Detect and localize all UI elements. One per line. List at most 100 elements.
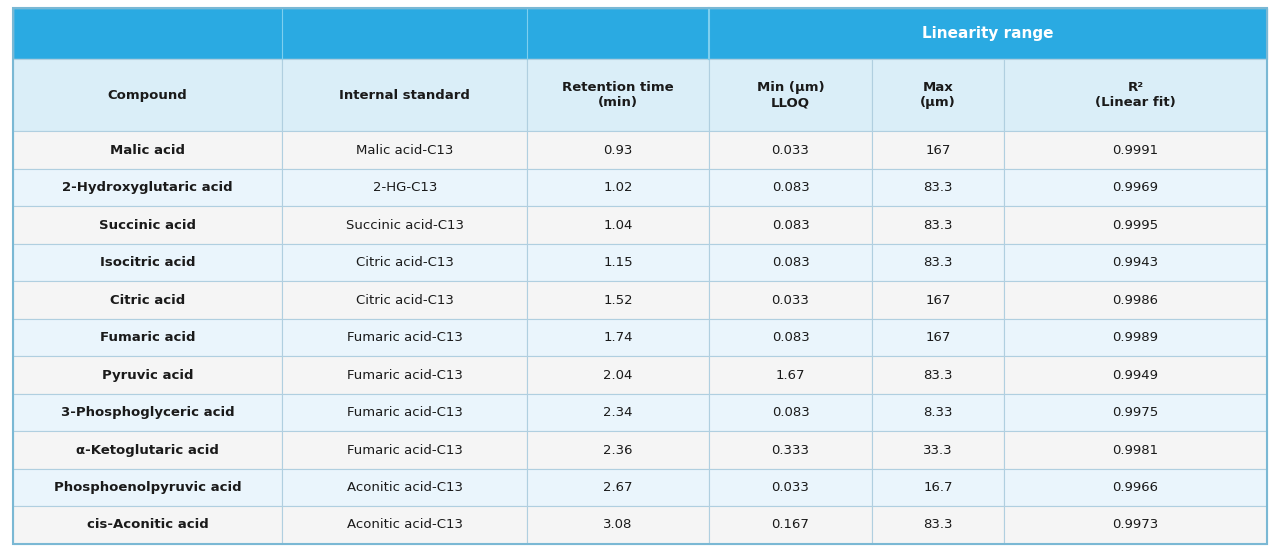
Text: Aconitic acid-C13: Aconitic acid-C13 <box>347 481 463 494</box>
Bar <box>1004 131 1267 169</box>
Bar <box>1004 244 1267 282</box>
Text: 83.3: 83.3 <box>923 518 952 532</box>
Bar <box>872 282 1004 319</box>
Bar <box>709 319 872 357</box>
Text: Fumaric acid-C13: Fumaric acid-C13 <box>347 443 463 457</box>
Bar <box>283 394 527 431</box>
Bar <box>283 357 527 394</box>
Bar <box>13 244 283 282</box>
Bar <box>1004 59 1267 131</box>
Bar <box>13 8 1267 59</box>
Text: 0.167: 0.167 <box>772 518 809 532</box>
Text: Phosphoenolpyruvic acid: Phosphoenolpyruvic acid <box>54 481 242 494</box>
Text: Internal standard: Internal standard <box>339 89 470 102</box>
Bar <box>709 59 872 131</box>
Text: Malic acid: Malic acid <box>110 144 186 157</box>
Bar <box>13 357 283 394</box>
Bar <box>283 506 527 544</box>
Bar <box>1004 169 1267 206</box>
Bar <box>1004 431 1267 469</box>
Text: 167: 167 <box>925 294 951 306</box>
Bar <box>13 282 283 319</box>
Bar <box>872 131 1004 169</box>
Text: 0.083: 0.083 <box>772 406 809 419</box>
Bar <box>283 431 527 469</box>
Bar <box>13 131 283 169</box>
Text: 0.083: 0.083 <box>772 181 809 194</box>
Bar <box>283 282 527 319</box>
Text: cis-Aconitic acid: cis-Aconitic acid <box>87 518 209 532</box>
Text: Fumaric acid: Fumaric acid <box>100 331 196 344</box>
Bar <box>709 169 872 206</box>
Bar <box>527 506 709 544</box>
Bar <box>283 169 527 206</box>
Text: Fumaric acid-C13: Fumaric acid-C13 <box>347 406 463 419</box>
Text: Compound: Compound <box>108 89 188 102</box>
Bar <box>872 169 1004 206</box>
Bar <box>709 282 872 319</box>
Text: Citric acid: Citric acid <box>110 294 186 306</box>
Text: 0.9989: 0.9989 <box>1112 331 1158 344</box>
Text: 0.9949: 0.9949 <box>1112 369 1158 381</box>
Text: 1.04: 1.04 <box>603 219 632 232</box>
Text: 0.033: 0.033 <box>772 294 809 306</box>
Text: 167: 167 <box>925 144 951 157</box>
Bar <box>709 506 872 544</box>
Text: Isocitric acid: Isocitric acid <box>100 256 196 269</box>
Text: 1.52: 1.52 <box>603 294 632 306</box>
Text: 0.9943: 0.9943 <box>1112 256 1158 269</box>
Text: 83.3: 83.3 <box>923 219 952 232</box>
Bar <box>1004 357 1267 394</box>
Text: 0.9981: 0.9981 <box>1112 443 1158 457</box>
Bar <box>709 206 872 244</box>
Text: 0.033: 0.033 <box>772 144 809 157</box>
Text: Min (μm)
LLOQ: Min (μm) LLOQ <box>756 81 824 109</box>
Text: 83.3: 83.3 <box>923 369 952 381</box>
Bar <box>872 244 1004 282</box>
Text: 0.9995: 0.9995 <box>1112 219 1158 232</box>
Bar <box>872 394 1004 431</box>
Bar <box>527 357 709 394</box>
Bar <box>709 244 872 282</box>
Bar <box>527 131 709 169</box>
Text: 1.15: 1.15 <box>603 256 632 269</box>
Text: 8.33: 8.33 <box>923 406 952 419</box>
Text: 0.9991: 0.9991 <box>1112 144 1158 157</box>
Text: Citric acid-C13: Citric acid-C13 <box>356 256 453 269</box>
Text: 0.9975: 0.9975 <box>1112 406 1158 419</box>
Bar <box>13 206 283 244</box>
Text: 2.36: 2.36 <box>603 443 632 457</box>
Bar <box>872 469 1004 506</box>
Bar <box>872 431 1004 469</box>
Bar <box>527 319 709 357</box>
Bar <box>283 469 527 506</box>
Bar <box>13 169 283 206</box>
Text: Succinic acid-C13: Succinic acid-C13 <box>346 219 463 232</box>
Text: Retention time
(min): Retention time (min) <box>562 81 673 109</box>
Text: 3.08: 3.08 <box>603 518 632 532</box>
Text: 1.02: 1.02 <box>603 181 632 194</box>
Bar <box>13 59 283 131</box>
Text: 2.67: 2.67 <box>603 481 632 494</box>
Text: 0.93: 0.93 <box>603 144 632 157</box>
Bar <box>709 357 872 394</box>
Bar <box>527 469 709 506</box>
Text: 2-Hydroxyglutaric acid: 2-Hydroxyglutaric acid <box>63 181 233 194</box>
Text: 83.3: 83.3 <box>923 256 952 269</box>
Text: 83.3: 83.3 <box>923 181 952 194</box>
Bar <box>709 469 872 506</box>
Bar <box>13 319 283 357</box>
Bar <box>527 394 709 431</box>
Text: 2-HG-C13: 2-HG-C13 <box>372 181 436 194</box>
Bar <box>13 469 283 506</box>
Text: 0.9969: 0.9969 <box>1112 181 1158 194</box>
Text: 0.083: 0.083 <box>772 331 809 344</box>
Bar <box>527 244 709 282</box>
Text: 0.333: 0.333 <box>772 443 809 457</box>
Text: 0.033: 0.033 <box>772 481 809 494</box>
Text: Succinic acid: Succinic acid <box>99 219 196 232</box>
Bar <box>872 206 1004 244</box>
Text: Fumaric acid-C13: Fumaric acid-C13 <box>347 369 463 381</box>
Text: 1.67: 1.67 <box>776 369 805 381</box>
Text: Fumaric acid-C13: Fumaric acid-C13 <box>347 331 463 344</box>
